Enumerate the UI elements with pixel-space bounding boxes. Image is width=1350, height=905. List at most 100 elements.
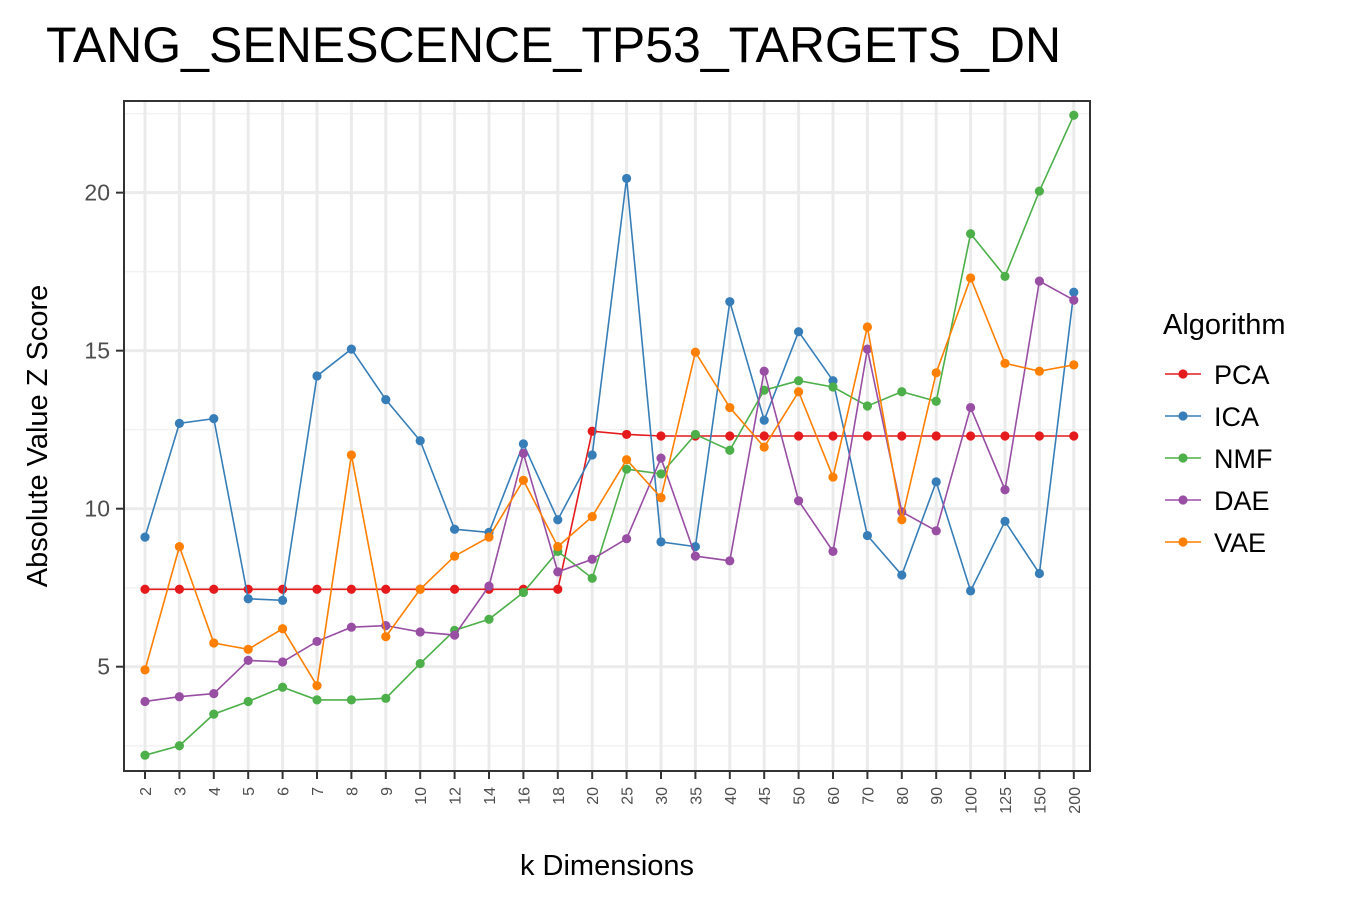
x-tick-label: 100 [964,787,981,814]
legend-label-vae: VAE [1214,528,1266,558]
data-point-ica [1069,287,1079,297]
data-point-nmf [725,445,735,455]
series-line-nmf [144,114,1075,756]
data-point-vae [415,584,425,594]
data-point-vae [587,511,597,522]
data-point-dae [140,696,150,707]
data-point-vae [725,402,735,413]
data-point-ica [278,595,288,605]
data-point-nmf [415,658,425,669]
data-point-ica [174,418,184,428]
data-point-vae [518,475,529,485]
legend: Algorithm PCA ICA NMF DAE VAE [1163,309,1286,558]
legend-item-nmf: NMF [1165,444,1272,474]
data-point-pca [553,584,563,594]
x-tick-label: 125 [998,787,1015,814]
data-point-nmf [862,401,873,411]
data-point-pca [450,584,460,594]
x-tick-label: 70 [860,787,877,805]
data-point-nmf [897,387,907,397]
data-point-ica [931,477,941,487]
data-point-dae [209,688,219,699]
legend-swatch-point-dae [1178,495,1188,505]
legend-swatch-point-pca [1178,369,1188,379]
data-point-nmf [622,464,632,474]
data-point-vae [140,665,150,675]
data-point-dae [1034,276,1044,286]
data-point-nmf [484,614,494,624]
data-point-nmf [656,469,666,479]
x-tick-label: 7 [310,787,327,796]
data-point-pca [656,431,666,441]
x-tick-label: 6 [276,787,293,796]
data-point-vae [862,322,873,332]
data-point-dae [725,556,735,566]
data-point-ica [312,371,322,381]
data-point-dae [450,630,460,640]
x-tick-label: 16 [516,787,533,805]
data-point-vae [209,638,219,648]
data-point-pca [966,431,976,441]
x-tick-label: 8 [344,787,361,796]
data-point-nmf [931,396,941,406]
data-point-ica [862,530,873,541]
data-point-nmf [381,693,391,703]
data-point-ica [450,524,460,534]
legend-label-nmf: NMF [1214,444,1272,474]
data-point-dae [794,496,804,506]
data-point-vae [381,632,391,642]
data-point-vae [1000,358,1010,368]
data-point-vae [622,455,632,465]
data-point-pca [725,431,735,441]
data-point-pca [828,431,838,441]
legend-label-pca: PCA [1214,360,1270,390]
data-point-dae [587,554,597,564]
data-point-pca [931,431,941,441]
x-tick-label: 3 [172,787,189,796]
x-tick-label: 20 [585,787,602,805]
x-tick-label: 80 [895,787,912,805]
data-point-ica [794,327,804,337]
data-point-pca [794,431,804,441]
x-tick-label: 9 [379,787,396,796]
data-point-nmf [518,587,529,598]
data-point-dae [656,453,666,463]
series-line-vae [144,275,1074,688]
data-point-vae [1069,360,1079,370]
data-point-dae [174,692,184,702]
x-tick-label: 35 [688,787,705,805]
legend-title: Algorithm [1163,309,1286,341]
x-tick-label: 150 [1032,787,1049,814]
data-point-pca [140,584,150,594]
data-point-nmf [828,382,838,392]
data-point-pca [897,431,907,441]
data-point-vae [484,532,494,542]
data-point-pca [312,584,322,594]
legend-label-ica: ICA [1214,402,1259,432]
data-point-dae [346,622,356,632]
x-axis-label: k Dimensions [520,850,694,882]
data-point-nmf [966,229,976,239]
data-point-ica [415,436,425,446]
x-tick-label: 40 [723,787,740,805]
data-point-vae [656,493,666,503]
data-point-pca [1000,431,1010,441]
data-point-vae [931,368,941,378]
y-tick-label: 5 [97,654,110,680]
data-point-ica [587,450,597,460]
data-point-vae [346,450,356,460]
data-point-dae [690,551,701,561]
data-point-dae [931,526,941,536]
data-point-ica [518,439,529,449]
data-point-vae [759,442,769,452]
data-point-nmf [174,741,184,751]
x-tick-label: 25 [620,787,637,805]
data-point-vae [312,681,322,691]
data-point-ica [759,415,769,425]
data-point-pca [174,584,184,594]
x-tick-label: 90 [929,787,946,805]
data-point-ica [140,532,150,542]
data-point-vae [553,542,563,552]
data-point-pca [759,431,769,441]
